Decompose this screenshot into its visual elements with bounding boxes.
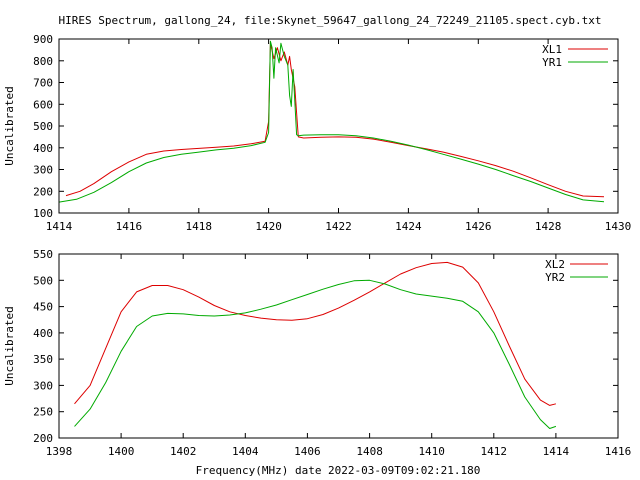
bottom-ylabel: Uncalibrated	[3, 306, 16, 385]
figure-title: HIRES Spectrum, gallong_24, file:Skynet_…	[58, 14, 601, 27]
y-tick-label: 400	[33, 327, 53, 340]
legend-label-yr1: YR1	[542, 56, 562, 69]
y-tick-label: 200	[33, 432, 53, 445]
y-tick-label: 350	[33, 353, 53, 366]
bottom-spectrum-panel: Uncalibrated 1398 1400 1402 1404 1406 1408 141…	[3, 248, 631, 458]
x-tick-label: 1416	[605, 445, 632, 458]
x-tick-label: 1398	[46, 445, 73, 458]
y-tick-label: 800	[33, 55, 53, 68]
bottom-ticks: 1398 1400 1402 1404 1406 1408 1410 1412 1414 1416…	[33, 248, 631, 458]
x-tick-label: 1420	[255, 220, 282, 233]
y-tick-label: 600	[33, 98, 53, 111]
x-tick-label: 1404	[232, 445, 259, 458]
legend-label-xl2: XL2	[545, 258, 565, 271]
y-tick-label: 550	[33, 248, 53, 261]
top-ylabel: Uncalibrated	[3, 86, 16, 165]
y-tick-label: 300	[33, 379, 53, 392]
y-tick-label: 100	[33, 207, 53, 220]
x-tick-label: 1406	[294, 445, 321, 458]
top-spectrum-panel: Uncalibrated 1414 1416 1418 1420 1422 1424 142…	[3, 33, 631, 233]
y-tick-label: 700	[33, 77, 53, 90]
y-tick-label: 200	[33, 185, 53, 198]
series-line-yr1	[58, 40, 605, 203]
x-tick-label: 1402	[170, 445, 197, 458]
x-tick-label: 1418	[186, 220, 213, 233]
x-tick-label: 1400	[108, 445, 135, 458]
x-tick-label: 1422	[325, 220, 352, 233]
legend-label-xl1: XL1	[542, 43, 562, 56]
y-tick-label: 450	[33, 301, 53, 314]
series-line-yr2	[74, 279, 557, 429]
bottom-legend: XL2 YR2	[545, 258, 608, 284]
x-tick-label: 1426	[465, 220, 492, 233]
y-tick-label: 300	[33, 164, 53, 177]
y-tick-label: 500	[33, 274, 53, 287]
x-tick-label: 1410	[418, 445, 445, 458]
x-axis-label: Frequency(MHz) date 2022-03-09T09:02:21.…	[196, 464, 481, 477]
x-tick-label: 1412	[481, 445, 508, 458]
top-series-lines	[58, 40, 605, 203]
top-plot-frame	[58, 38, 619, 214]
bottom-plot-frame	[58, 253, 619, 439]
top-ticks: 1414 1416 1418 1420 1422 1424 1426 1428 1430 100 2…	[33, 33, 631, 233]
y-tick-label: 900	[33, 33, 53, 46]
series-line-xl1	[65, 42, 605, 198]
y-tick-label: 500	[33, 120, 53, 133]
x-tick-label: 1416	[116, 220, 143, 233]
y-tick-label: 250	[33, 406, 53, 419]
x-tick-label: 1414	[543, 445, 570, 458]
bottom-series-lines	[74, 261, 557, 429]
x-tick-label: 1414	[46, 220, 73, 233]
x-tick-label: 1428	[535, 220, 562, 233]
series-line-xl2	[74, 261, 557, 406]
x-tick-label: 1408	[356, 445, 383, 458]
y-tick-label: 400	[33, 142, 53, 155]
x-tick-label: 1424	[395, 220, 422, 233]
x-tick-label: 1430	[605, 220, 632, 233]
legend-label-yr2: YR2	[545, 271, 565, 284]
top-legend: XL1 YR1	[542, 43, 608, 69]
